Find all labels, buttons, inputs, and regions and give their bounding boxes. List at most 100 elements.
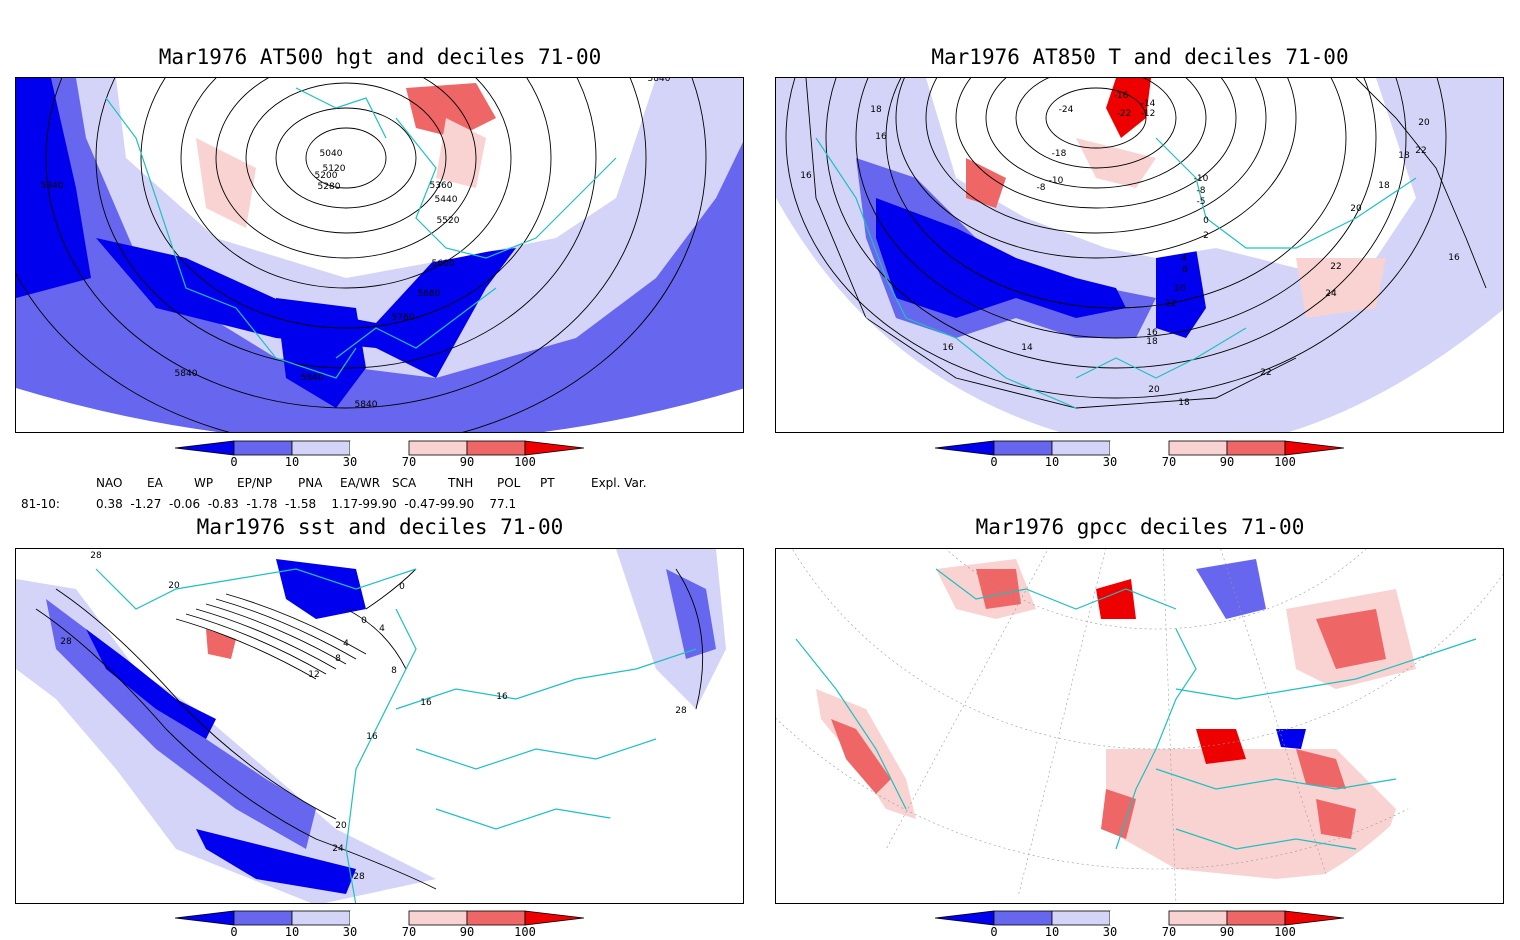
contour-label: -16: [1114, 91, 1129, 101]
index-header-tnh: TNH: [448, 476, 474, 490]
index-header-ea: EA: [147, 476, 163, 490]
contour-label: 24: [1325, 289, 1337, 299]
colorbar-tick: 30: [1102, 455, 1118, 469]
colorbar-tick: 70: [401, 455, 417, 469]
panel-2-title: Mar1976 AT850 T and deciles 71-00: [931, 45, 1349, 69]
colorbar-tick: 100: [1274, 925, 1296, 939]
contour-label: 18: [1398, 151, 1410, 161]
contour-label: 10: [1174, 284, 1186, 294]
panel-4-map: [775, 548, 1504, 904]
colorbar-bottom-left: 0 10 30 70 90 100: [174, 910, 585, 940]
contour-label: 18: [1146, 337, 1158, 347]
colorbar-tick: 0: [230, 455, 238, 469]
contour-label: 16: [1448, 253, 1460, 263]
panel-1-contour-labels: 5840 5040 5120 5200 5280 5360 5440 5520 …: [41, 78, 671, 410]
colorbar-top-right: 0 10 30 70 90 100: [934, 440, 1345, 470]
contour-label: 5680: [418, 289, 441, 299]
contour-label: 5840: [41, 181, 64, 191]
contour-label: 0: [1203, 216, 1209, 226]
contour-label: 16: [875, 132, 887, 142]
contour-label: -18: [1052, 149, 1067, 159]
colorbar-tick: 30: [1102, 925, 1118, 939]
colorbar-tick: 90: [459, 925, 475, 939]
panel-1-map: 5840 5040 5120 5200 5280 5360 5440 5520 …: [15, 77, 744, 433]
colorbar-swatches: [174, 910, 585, 926]
contour-label: -10: [1194, 174, 1209, 184]
contour-label: 20: [168, 581, 180, 591]
panel-3-title: Mar1976 sst and deciles 71-00: [196, 515, 564, 539]
colorbar-swatches: [934, 440, 1345, 456]
contour-label: 0: [361, 616, 367, 626]
index-header-epnp: EP/NP: [237, 476, 273, 490]
colorbar-tick: 10: [284, 455, 300, 469]
index-header-expl-var: Expl. Var.: [591, 476, 647, 490]
colorbar-tick: 30: [342, 455, 358, 469]
index-header-pt: PT: [540, 476, 555, 490]
colorbar-tick: 90: [459, 455, 475, 469]
panel-4-title: Mar1976 gpcc deciles 71-00: [975, 515, 1305, 539]
contour-label: 22: [1260, 368, 1271, 378]
contour-label: -12: [1141, 109, 1156, 119]
contour-label: 18: [870, 105, 882, 115]
contour-label: 16: [366, 732, 378, 742]
panel-3-map: 28 20 28 0 0 4 4 8 8 12 16 16 16 20 24 2…: [15, 548, 744, 904]
colorbar-tick: 0: [230, 925, 238, 939]
contour-label: 12: [1165, 299, 1176, 309]
index-header-sca: SCA: [392, 476, 417, 490]
colorbar-tick: 70: [401, 925, 417, 939]
panel-1-title: Mar1976 AT500 hgt and deciles 71-00: [158, 45, 602, 69]
contour-label: -14: [1141, 99, 1156, 109]
contour-label: 0: [399, 582, 405, 592]
contour-label: 18: [1178, 398, 1190, 408]
colorbar-tick: 90: [1219, 455, 1235, 469]
colorbar-tick: 100: [1274, 455, 1296, 469]
contour-label: 5840: [175, 369, 198, 379]
contour-label: 28: [90, 551, 102, 561]
contour-label: 28: [60, 637, 72, 647]
colorbar-tick: 70: [1161, 455, 1177, 469]
index-row-label: 81-10:: [21, 497, 60, 511]
contour-label: 20: [1148, 385, 1160, 395]
contour-label: 5040: [320, 149, 343, 159]
index-row-values: 0.38 -1.27 -0.06 -0.83 -1.78 -1.58 1.17-…: [96, 497, 517, 511]
colorbar-tick: 10: [284, 925, 300, 939]
colorbar-swatches: [174, 440, 585, 456]
contour-label: 28: [675, 706, 687, 716]
colorbar-tick: 70: [1161, 925, 1177, 939]
contour-label: -8: [1197, 186, 1206, 196]
map-gpcc-precipitation: [776, 549, 1503, 903]
contour-label: 4: [1181, 254, 1187, 264]
colorbar-tick: 90: [1219, 925, 1235, 939]
colorbar-tick: 10: [1044, 455, 1060, 469]
contour-label: 20: [1418, 118, 1430, 128]
contour-label: -24: [1059, 105, 1074, 115]
contour-label: 8: [391, 666, 397, 676]
map-850hpa-temperature: 18 16 16 -24 -16 -22 -14 -12 -18 -10 -8 …: [776, 78, 1503, 432]
contour-label: 28: [353, 872, 365, 882]
contour-label: 8: [1182, 265, 1188, 275]
contour-label: 5440: [435, 195, 458, 205]
colorbar-tick: 10: [1044, 925, 1060, 939]
contour-label: 4: [343, 639, 349, 649]
contour-label: 5840: [301, 373, 324, 383]
contour-label: -10: [1049, 176, 1064, 186]
colorbar-top-left: 0 10 30 70 90 100: [174, 440, 585, 470]
index-header-pna: PNA: [298, 476, 323, 490]
contour-label: 5120: [323, 164, 346, 174]
contour-label: 5280: [318, 182, 341, 192]
contour-label: 8: [335, 654, 341, 664]
contour-label: 16: [420, 698, 432, 708]
index-header-eawr: EA/WR: [340, 476, 381, 490]
panel-3-contour-labels: 28 20 28 0 0 4 4 8 8 12 16 16 16 20 24 2…: [60, 551, 687, 882]
contour-label: 22: [1415, 146, 1426, 156]
contour-label: 5840: [648, 78, 671, 84]
index-header-pol: POL: [497, 476, 521, 490]
contour-label: 16: [496, 692, 508, 702]
contour-label: 12: [308, 670, 319, 680]
map-500hpa-height: 5840 5040 5120 5200 5280 5360 5440 5520 …: [16, 78, 743, 432]
contour-label: 5360: [430, 181, 453, 191]
contour-label: 16: [800, 171, 812, 181]
colorbar-tick: 30: [342, 925, 358, 939]
contour-label: -5: [1197, 197, 1206, 207]
index-header-nao: NAO: [96, 476, 123, 490]
